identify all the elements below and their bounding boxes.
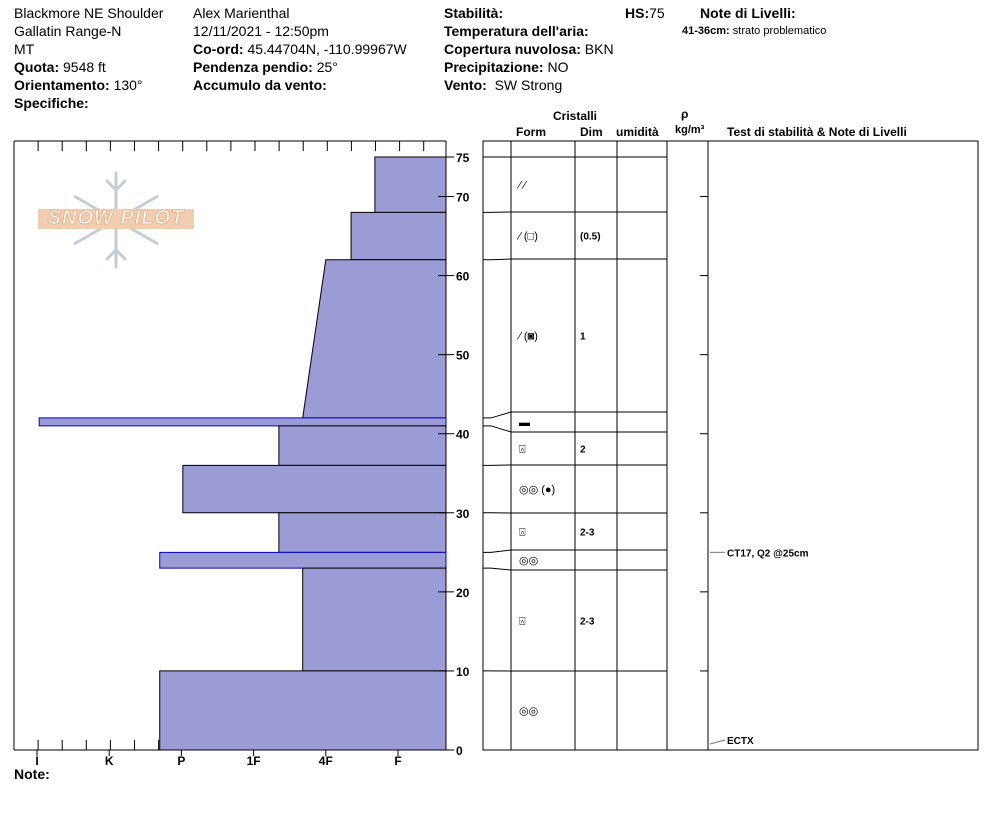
test-arrow-icon xyxy=(709,739,726,745)
stability-label: Stabilità: xyxy=(444,5,504,21)
sky-row: Copertura nuvolosa: BKN xyxy=(444,40,614,58)
hs-value: 75 xyxy=(649,5,665,21)
hardness-label-1F: 1F xyxy=(247,754,261,768)
layer-note-depth: 41-36cm: xyxy=(682,25,730,37)
crystal-size-2: 1 xyxy=(580,332,586,343)
coord-row: Co-ord: 45.44704N, -110.99967W xyxy=(193,40,407,58)
datetime: 12/11/2021 - 12:50pm xyxy=(193,23,329,39)
depth-label-30: 30 xyxy=(456,507,470,521)
crystal-form-2: ⁄ (◙) xyxy=(516,331,538,343)
hardness-layer-7 xyxy=(159,551,447,569)
layer-notes-label: Note di Livelli: xyxy=(700,5,796,21)
precip-label: Precipitazione: xyxy=(444,59,544,75)
crystal-form-9: ◎◎ xyxy=(519,706,538,718)
depth-label-70: 70 xyxy=(456,191,470,205)
depth-label-10: 10 xyxy=(456,665,470,679)
depth-connector xyxy=(483,425,512,433)
wind-row: Vento: SW Strong xyxy=(444,76,562,94)
hardness-label-I: I xyxy=(35,754,38,768)
crystal-form-7: ◎◎ xyxy=(519,555,538,567)
wind-loading-label: Accumulo da vento: xyxy=(193,77,327,93)
depth-label-75: 75 xyxy=(456,151,470,165)
crystal-form-8: ⍓ xyxy=(519,616,526,628)
hardness-layer-4 xyxy=(278,425,447,466)
hardness-layer-6 xyxy=(278,512,447,553)
hardness-label-P: P xyxy=(177,754,185,768)
depth-label-60: 60 xyxy=(456,270,470,284)
air-temp-label: Temperatura dell'aria: xyxy=(444,23,589,39)
crystal-form-1: ⁄ (□) xyxy=(516,231,538,243)
coord-value: 45.44704N, -110.99967W xyxy=(247,41,407,57)
location: Blackmore NE Shoulder xyxy=(14,5,164,21)
tests-header: Test di stabilità & Note di Livelli xyxy=(727,125,907,139)
depth-label-0: 0 xyxy=(456,744,463,758)
precip-row: Precipitazione: NO xyxy=(444,58,568,76)
crystal-size-6: 2-3 xyxy=(580,528,595,539)
crystals-header: Cristalli xyxy=(553,109,598,123)
aspect-value: 130° xyxy=(113,77,143,93)
hardness-layer-5 xyxy=(182,464,447,514)
note-label: Note: xyxy=(14,766,50,782)
depth-label-40: 40 xyxy=(456,428,470,442)
aspect-row: Orientamento: 130° xyxy=(14,76,143,94)
hardness-label-K: K xyxy=(105,754,114,768)
state: MT xyxy=(14,41,35,57)
crystal-form-4: ⍓ xyxy=(519,444,526,456)
hardness-layer-0 xyxy=(374,156,447,213)
size-header: Dim xyxy=(580,125,603,139)
slope-value: 25° xyxy=(316,59,338,75)
observer: Alex Marienthal xyxy=(193,5,290,21)
elevation-value: 9548 ft xyxy=(63,59,106,75)
hardness-layer-2 xyxy=(302,259,447,419)
depth-label-50: 50 xyxy=(456,349,470,363)
elevation-row: Quota: 9548 ft xyxy=(14,58,106,76)
aspect-label: Orientamento: xyxy=(14,77,110,93)
specifics-label: Specifiche: xyxy=(14,95,89,111)
crystal-size-1: (0.5) xyxy=(580,232,601,243)
crystal-form-3: ▬ xyxy=(519,417,530,429)
crystal-form-6: ⍓ xyxy=(519,527,526,539)
slope-label: Pendenza pendio: xyxy=(193,59,313,75)
layer-note-text: strato problematico xyxy=(732,25,827,37)
depth-connector xyxy=(483,567,512,571)
crystal-size-4: 2 xyxy=(580,445,586,456)
hs-label: HS: xyxy=(625,5,650,21)
hardness-label-F: F xyxy=(394,754,401,768)
elevation-label: Quota: xyxy=(14,59,60,75)
logo-text: SNOW PILOT xyxy=(47,207,185,230)
range: Gallatin Range-N xyxy=(14,23,122,39)
crystal-form-0: ⁄ ⁄ xyxy=(516,180,528,192)
slope-row: Pendenza pendio: 25° xyxy=(193,58,338,76)
crystal-size-8: 2-3 xyxy=(580,617,595,628)
form-header: Form xyxy=(516,125,546,139)
stability-test-0: CT17, Q2 @25cm xyxy=(727,548,809,559)
depth-connector xyxy=(483,258,512,261)
hardness-layer-9 xyxy=(159,670,447,751)
coord-label: Co-ord: xyxy=(193,41,244,57)
depth-connector xyxy=(483,549,512,553)
hardness-layer-1 xyxy=(350,211,447,261)
precip-value: NO xyxy=(547,59,569,75)
moisture-header: umidità xyxy=(616,125,659,139)
rho-header: ρ xyxy=(681,107,689,121)
density-header: kg/m³ xyxy=(675,124,705,136)
depth-connector xyxy=(483,411,512,419)
crystal-table-frame xyxy=(482,140,979,751)
stability-test-1: ECTX xyxy=(727,736,754,747)
sky-label: Copertura nuvolosa: xyxy=(444,41,581,57)
layer-note: 41-36cm: strato problematico xyxy=(682,22,826,40)
hardness-layer-8 xyxy=(302,567,447,672)
hardness-label-4F: 4F xyxy=(319,754,333,768)
sky-value: BKN xyxy=(584,41,614,57)
wind-value: SW Strong xyxy=(494,77,563,93)
depth-label-20: 20 xyxy=(456,586,470,600)
hardness-layer-3 xyxy=(38,417,447,427)
wind-label: Vento: xyxy=(444,77,487,93)
hs-row: HS:75 xyxy=(625,4,665,22)
crystal-form-5: ◎◎ (●) xyxy=(519,484,555,496)
snowpilot-logo: SNOW PILOT xyxy=(38,170,194,270)
